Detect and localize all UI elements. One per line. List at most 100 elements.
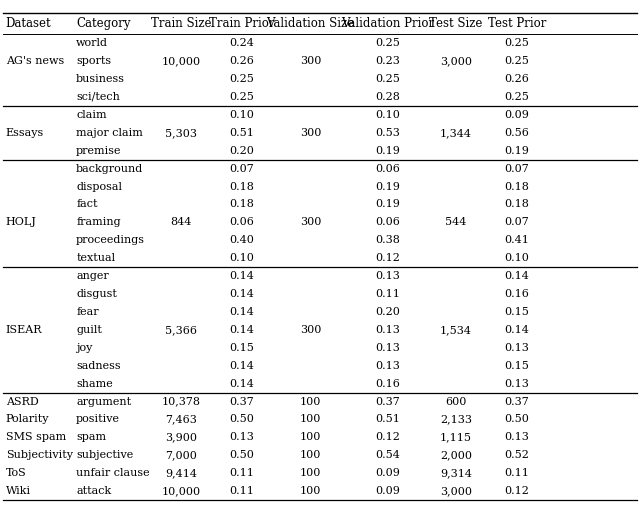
Text: 300: 300 <box>300 56 321 66</box>
Text: 0.13: 0.13 <box>229 433 254 442</box>
Text: 0.13: 0.13 <box>375 343 399 353</box>
Text: 0.23: 0.23 <box>375 56 399 66</box>
Text: 0.06: 0.06 <box>375 164 399 173</box>
Text: HOLJ: HOLJ <box>6 218 36 227</box>
Text: 0.16: 0.16 <box>504 289 529 299</box>
Text: 0.10: 0.10 <box>375 110 399 120</box>
Text: sci/tech: sci/tech <box>76 92 120 102</box>
Text: 0.51: 0.51 <box>375 415 399 424</box>
Text: 5,366: 5,366 <box>165 325 197 335</box>
Text: 7,000: 7,000 <box>165 451 196 460</box>
Text: 0.25: 0.25 <box>504 38 529 48</box>
Text: 1,534: 1,534 <box>440 325 472 335</box>
Text: 0.19: 0.19 <box>375 200 399 209</box>
Text: 0.25: 0.25 <box>375 38 399 48</box>
Text: 300: 300 <box>300 128 321 138</box>
Text: 2,000: 2,000 <box>440 451 472 460</box>
Text: 0.41: 0.41 <box>504 236 529 245</box>
Text: 10,378: 10,378 <box>161 397 200 406</box>
Text: ASRD: ASRD <box>6 397 38 406</box>
Text: AG's news: AG's news <box>6 56 64 66</box>
Text: SMS spam: SMS spam <box>6 433 66 442</box>
Text: 1,115: 1,115 <box>440 433 472 442</box>
Text: 0.14: 0.14 <box>229 289 254 299</box>
Text: textual: textual <box>76 253 115 263</box>
Text: 0.15: 0.15 <box>504 361 529 370</box>
Text: 0.18: 0.18 <box>504 200 529 209</box>
Text: 100: 100 <box>300 397 321 406</box>
Text: Wiki: Wiki <box>6 486 31 496</box>
Text: 0.15: 0.15 <box>229 343 254 353</box>
Text: 0.13: 0.13 <box>375 361 399 370</box>
Text: fact: fact <box>76 200 98 209</box>
Text: 0.19: 0.19 <box>375 182 399 191</box>
Text: 0.20: 0.20 <box>375 307 399 317</box>
Text: 0.09: 0.09 <box>375 486 399 496</box>
Text: 0.16: 0.16 <box>375 379 399 388</box>
Text: 300: 300 <box>300 218 321 227</box>
Text: 0.15: 0.15 <box>504 307 529 317</box>
Text: 100: 100 <box>300 486 321 496</box>
Text: Validation Size: Validation Size <box>266 17 355 30</box>
Text: framing: framing <box>76 218 121 227</box>
Text: 0.25: 0.25 <box>229 74 254 84</box>
Text: Test Size: Test Size <box>429 17 483 30</box>
Text: 0.07: 0.07 <box>504 164 529 173</box>
Text: 10,000: 10,000 <box>161 56 200 66</box>
Text: anger: anger <box>76 271 109 281</box>
Text: Essays: Essays <box>6 128 44 138</box>
Text: 0.37: 0.37 <box>504 397 529 406</box>
Text: Train Size: Train Size <box>150 17 211 30</box>
Text: 544: 544 <box>445 218 467 227</box>
Text: 0.14: 0.14 <box>229 271 254 281</box>
Text: 0.13: 0.13 <box>504 433 529 442</box>
Text: 7,463: 7,463 <box>165 415 196 424</box>
Text: unfair clause: unfair clause <box>76 469 150 478</box>
Text: 0.14: 0.14 <box>504 271 529 281</box>
Text: 0.10: 0.10 <box>229 253 254 263</box>
Text: 0.26: 0.26 <box>504 74 529 84</box>
Text: 9,314: 9,314 <box>440 469 472 478</box>
Text: Train Prior: Train Prior <box>209 17 275 30</box>
Text: ToS: ToS <box>6 469 26 478</box>
Text: 3,900: 3,900 <box>165 433 197 442</box>
Text: subjective: subjective <box>76 451 133 460</box>
Text: 3,000: 3,000 <box>440 56 472 66</box>
Text: 0.11: 0.11 <box>229 469 254 478</box>
Text: 0.12: 0.12 <box>375 433 399 442</box>
Text: 0.09: 0.09 <box>504 110 529 120</box>
Text: 0.13: 0.13 <box>375 325 399 335</box>
Text: premise: premise <box>76 146 122 155</box>
Text: 100: 100 <box>300 469 321 478</box>
Text: 0.52: 0.52 <box>504 451 529 460</box>
Text: 0.25: 0.25 <box>504 92 529 102</box>
Text: 0.37: 0.37 <box>375 397 399 406</box>
Text: 0.11: 0.11 <box>375 289 399 299</box>
Text: positive: positive <box>76 415 120 424</box>
Text: disposal: disposal <box>76 182 122 191</box>
Text: Subjectivity: Subjectivity <box>6 451 73 460</box>
Text: 0.11: 0.11 <box>504 469 529 478</box>
Text: 0.10: 0.10 <box>229 110 254 120</box>
Text: 0.13: 0.13 <box>504 343 529 353</box>
Text: disgust: disgust <box>76 289 117 299</box>
Text: 100: 100 <box>300 433 321 442</box>
Text: 2,133: 2,133 <box>440 415 472 424</box>
Text: fear: fear <box>76 307 99 317</box>
Text: 0.40: 0.40 <box>229 236 254 245</box>
Text: 600: 600 <box>445 397 467 406</box>
Text: Dataset: Dataset <box>6 17 51 30</box>
Text: joy: joy <box>76 343 93 353</box>
Text: 0.19: 0.19 <box>504 146 529 155</box>
Text: 100: 100 <box>300 415 321 424</box>
Text: 844: 844 <box>170 218 191 227</box>
Text: 0.14: 0.14 <box>504 325 529 335</box>
Text: 0.38: 0.38 <box>375 236 399 245</box>
Text: 10,000: 10,000 <box>161 486 200 496</box>
Text: 0.07: 0.07 <box>504 218 529 227</box>
Text: 1,344: 1,344 <box>440 128 472 138</box>
Text: 9,414: 9,414 <box>165 469 197 478</box>
Text: background: background <box>76 164 143 173</box>
Text: attack: attack <box>76 486 111 496</box>
Text: 100: 100 <box>300 451 321 460</box>
